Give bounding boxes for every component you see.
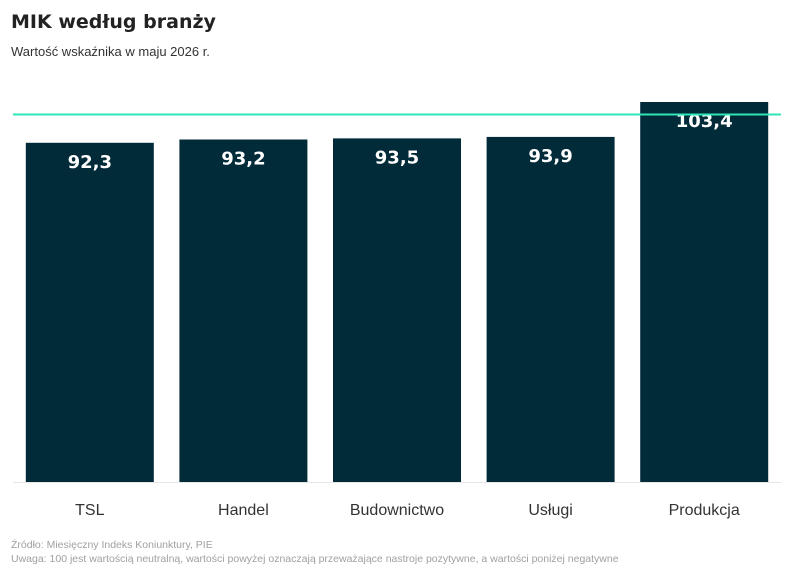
bar-value-label: 93,5 <box>375 147 419 168</box>
footnote: Uwaga: 100 jest wartością neutralną, war… <box>11 553 619 565</box>
x-tick-label: Handel <box>218 502 269 519</box>
bar-1 <box>25 142 154 482</box>
bar-value-label: 93,2 <box>221 148 265 169</box>
chart-subtitle: Wartość wskaźnika w maju 2026 r. <box>11 44 210 59</box>
x-tick-label: TSL <box>75 502 104 519</box>
bar-value-label: 103,4 <box>676 111 733 132</box>
bar-value-label: 92,3 <box>68 152 112 173</box>
bar-4 <box>486 136 615 482</box>
bar-value-label: 93,9 <box>528 146 572 167</box>
chart-title: MIK według branży <box>11 11 216 33</box>
x-tick-label: Budownictwo <box>350 502 444 519</box>
bar-3 <box>333 138 461 482</box>
x-tick-label: Produkcja <box>669 502 740 519</box>
bar-5 <box>640 102 769 482</box>
bar-chart: 92,3 TSL 93,2 Handel 93,5 Budownictwo 93,9 Usłu… <box>13 102 781 519</box>
x-tick-label: Usługi <box>528 502 572 519</box>
source-note: Źródło: Miesięczny Indeks Koniunktury, P… <box>11 539 213 551</box>
bar-2 <box>179 139 308 483</box>
